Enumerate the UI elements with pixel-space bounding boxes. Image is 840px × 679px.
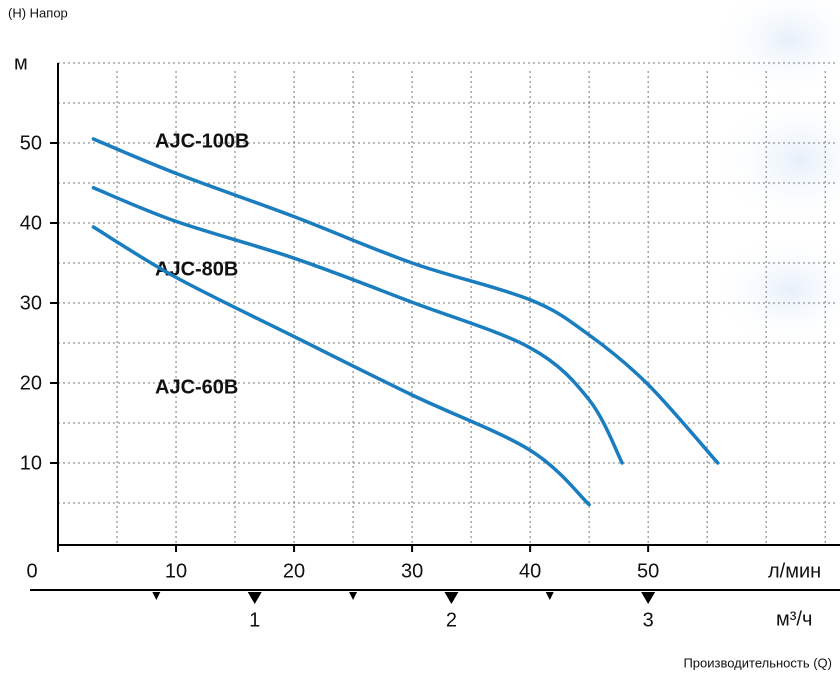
x-tick-label: 40 (519, 560, 541, 582)
x2-minor-tick (349, 592, 357, 600)
series-label: AJC-60B (155, 376, 238, 398)
x2-tick-label: 2 (446, 609, 457, 631)
x2-tick-label: 3 (643, 609, 654, 631)
background-decoration (710, 0, 840, 350)
x2-tick (641, 592, 655, 604)
x-axis-label: л/мин (768, 560, 821, 582)
curve (93, 188, 622, 463)
x-tick-label: 10 (165, 560, 187, 582)
x2-tick-label: 1 (249, 609, 260, 631)
x-tick-label: 30 (401, 560, 423, 582)
x-tick-label: 20 (283, 560, 305, 582)
series-label: AJC-100B (155, 130, 249, 152)
y-tick-label: 40 (20, 212, 42, 234)
x-tick-label: 50 (637, 560, 659, 582)
x-tick-label: 0 (26, 560, 37, 582)
series-label: AJC-80B (155, 258, 238, 280)
x2-minor-tick (152, 592, 160, 600)
y-tick-label: 50 (20, 132, 42, 154)
x2-minor-tick (546, 592, 554, 600)
x2-tick (248, 592, 262, 604)
x2-axis-label: м³/ч (776, 608, 812, 630)
chart-title: (H) Напор (8, 5, 68, 20)
y-tick-label: 30 (20, 292, 42, 314)
footer: Производительность (Q) (683, 655, 832, 670)
y-tick-label: 10 (20, 452, 42, 474)
y-axis-label: м (14, 52, 28, 74)
chart: (H) Напор м л/мин м³/ч Производительност… (0, 0, 840, 679)
y-tick-label: 20 (20, 372, 42, 394)
x2-tick (444, 592, 458, 604)
